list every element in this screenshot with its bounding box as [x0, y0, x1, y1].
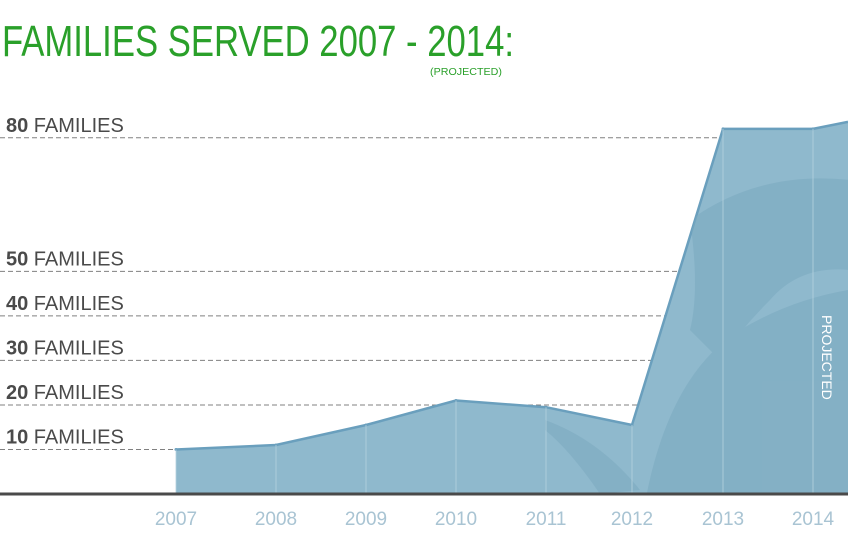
y-tick-label: 40 FAMILIES	[6, 293, 124, 315]
x-tick-label: 2013	[702, 509, 744, 530]
x-tick-label: 2009	[345, 509, 387, 530]
x-tick-label: 2007	[155, 509, 197, 530]
y-tick-label: 80 FAMILIES	[6, 115, 124, 137]
watermark-arms	[690, 178, 848, 360]
watermark-body	[640, 290, 848, 495]
x-tick-label: 2011	[526, 509, 567, 530]
y-tick-label: 30 FAMILIES	[6, 337, 124, 359]
chart-title: FAMILIES SERVED 2007 - 2014:	[2, 17, 514, 66]
x-tick-label: 2010	[435, 509, 477, 530]
chart-subtitle: (PROJECTED)	[430, 67, 502, 78]
watermark-leg	[545, 420, 640, 494]
y-tick-label: 20 FAMILIES	[6, 382, 124, 404]
year-dividers	[0, 128, 848, 496]
y-tick-label: 50 FAMILIES	[6, 248, 124, 270]
x-tick-label: 2014	[792, 509, 835, 530]
watermark-figure	[545, 178, 848, 495]
y-tick-label: 10 FAMILIES	[6, 426, 124, 448]
axis-labels: 10 FAMILIES 20 FAMILIES 30 FAMILIES 40 FAMI…	[6, 115, 835, 530]
projected-annotation: PROJECTED	[819, 315, 835, 400]
x-tick-label: 2008	[255, 509, 297, 530]
x-tick-label: 2012	[611, 509, 653, 530]
